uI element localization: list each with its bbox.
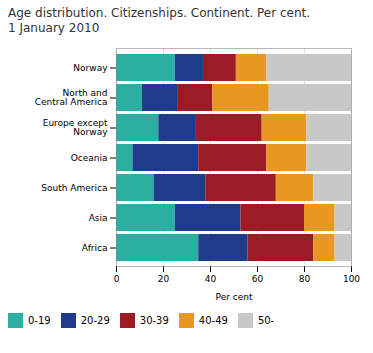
- svg-text:Africa: Africa: [82, 243, 108, 253]
- html-text:50-: 50-: [257, 315, 275, 326]
- html-text:20-29: 20-29: [80, 315, 110, 326]
- html-text:1 January 2010: 1 January 2010: [8, 21, 100, 35]
- svg-text:Asia: Asia: [89, 213, 108, 223]
- html-text:30-39: 30-39: [139, 315, 169, 326]
- html-text:0-19: 0-19: [28, 315, 51, 326]
- svg-text:Norway: Norway: [73, 63, 108, 73]
- svg-text:South America: South America: [41, 183, 107, 193]
- html-text:40-49: 40-49: [198, 315, 228, 326]
- svg-text:Europe exceptNorway: Europe exceptNorway: [43, 118, 108, 137]
- svg-text:60: 60: [252, 274, 264, 284]
- svg-text:North andCentral America: North andCentral America: [35, 88, 108, 107]
- html-text:Age distribution. Citizenships: Age distribution. Citizenships. Continen…: [8, 6, 311, 20]
- svg-text:100: 100: [343, 274, 360, 284]
- svg-text:Oceania: Oceania: [71, 153, 108, 163]
- svg-text:Per cent: Per cent: [216, 292, 253, 302]
- svg-text:20: 20: [158, 274, 170, 284]
- svg-text:40: 40: [205, 274, 217, 284]
- svg-text:80: 80: [299, 274, 311, 284]
- svg-text:0: 0: [114, 274, 120, 284]
